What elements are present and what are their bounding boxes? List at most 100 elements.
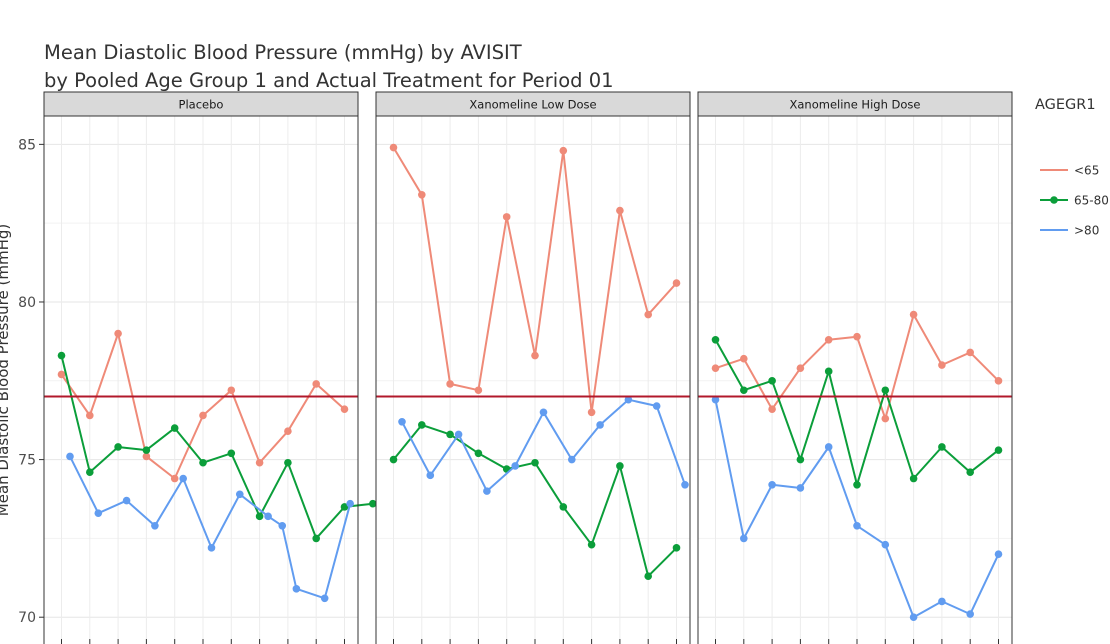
data-point — [711, 364, 720, 372]
data-point — [170, 474, 179, 483]
data-point — [824, 336, 833, 344]
data-point — [474, 449, 483, 458]
data-point — [796, 455, 805, 464]
data-point — [292, 585, 301, 593]
data-point — [264, 512, 272, 521]
data-point — [114, 329, 122, 338]
data-point — [369, 499, 377, 508]
data-point — [711, 336, 720, 344]
panel-background — [376, 116, 690, 644]
data-point — [340, 503, 349, 511]
panel-background — [44, 116, 358, 644]
data-point — [624, 395, 633, 404]
data-point — [909, 474, 918, 483]
legend-marker-swatch — [1050, 196, 1058, 204]
data-point — [711, 395, 720, 404]
data-point — [474, 386, 483, 395]
legend-item: >80 — [1040, 224, 1099, 238]
data-point — [587, 540, 596, 549]
data-point — [94, 509, 103, 517]
data-point — [881, 540, 890, 549]
data-point — [672, 279, 681, 287]
data-point — [796, 484, 805, 492]
legend-label: >80 — [1074, 224, 1099, 238]
data-point — [418, 191, 426, 199]
facet-label: Xanomeline Low Dose — [469, 98, 596, 112]
data-point — [644, 572, 652, 581]
data-point — [255, 458, 264, 467]
data-point — [938, 361, 946, 369]
data-point — [255, 512, 264, 521]
facet-strip — [43, 91, 359, 117]
facet-panel: Placebo — [43, 91, 377, 644]
data-point — [227, 449, 236, 458]
data-point — [881, 386, 890, 395]
data-point — [824, 367, 833, 376]
data-point — [454, 430, 463, 439]
legend-label: 65-80 — [1074, 194, 1109, 208]
data-point — [57, 351, 66, 360]
data-point — [340, 405, 349, 413]
data-point — [559, 503, 568, 511]
data-point — [86, 411, 94, 420]
data-point — [824, 443, 833, 451]
chart-title: Mean Diastolic Blood Pressure (mmHg) by … — [44, 41, 522, 64]
data-point — [426, 471, 435, 480]
data-point — [346, 499, 354, 508]
data-point — [881, 414, 890, 423]
data-point — [511, 462, 519, 470]
data-point — [616, 462, 624, 470]
data-point — [86, 468, 94, 477]
legend-item: <65 — [1040, 164, 1099, 178]
data-point — [644, 310, 652, 319]
data-point — [207, 544, 216, 552]
chart-subtitle: by Pooled Age Group 1 and Actual Treatme… — [44, 69, 614, 92]
data-point — [122, 496, 131, 505]
data-point — [994, 446, 1003, 454]
data-point — [179, 474, 187, 483]
data-point — [994, 550, 1003, 558]
data-point — [151, 521, 159, 530]
data-point — [57, 370, 66, 379]
y-axis-label: Mean Diastolic Blood Pressure (mmHg) — [0, 224, 12, 516]
data-point — [672, 544, 681, 552]
data-point — [559, 146, 568, 155]
data-point — [938, 443, 946, 451]
data-point — [909, 613, 918, 622]
panel-border — [375, 115, 691, 644]
legend-item: 65-80 — [1040, 194, 1109, 208]
data-point — [938, 597, 946, 606]
facet-label: Placebo — [179, 98, 224, 112]
data-point — [652, 402, 661, 410]
y-tick-label: 75 — [18, 453, 36, 469]
data-point — [740, 534, 748, 543]
data-point — [531, 351, 539, 360]
data-point — [398, 417, 406, 426]
facet-panels: Placebo Xanomeline Low Dose Xanomeline Hig… — [43, 91, 1013, 644]
data-point — [320, 594, 329, 603]
data-point — [966, 348, 974, 357]
data-point — [966, 468, 974, 477]
data-point — [312, 380, 321, 388]
panel-border — [43, 115, 359, 644]
data-point — [539, 408, 548, 417]
data-point — [227, 386, 236, 395]
data-point — [170, 424, 179, 432]
y-tick-label: 85 — [18, 137, 36, 153]
data-point — [502, 213, 511, 221]
panel-border — [697, 115, 1013, 644]
data-point — [768, 376, 776, 385]
legend-title: AGEGR1 — [1035, 97, 1096, 113]
facet-label: Xanomeline High Dose — [790, 98, 921, 112]
legend: AGEGR1 <65 65-80 >80 — [1035, 97, 1109, 238]
data-point — [567, 455, 576, 464]
data-point — [142, 446, 151, 454]
data-point — [312, 534, 321, 543]
data-point — [796, 364, 805, 372]
legend-label: <65 — [1074, 164, 1099, 178]
data-point — [616, 206, 624, 215]
data-point — [994, 376, 1003, 385]
data-point — [235, 490, 244, 499]
data-point — [66, 452, 74, 461]
